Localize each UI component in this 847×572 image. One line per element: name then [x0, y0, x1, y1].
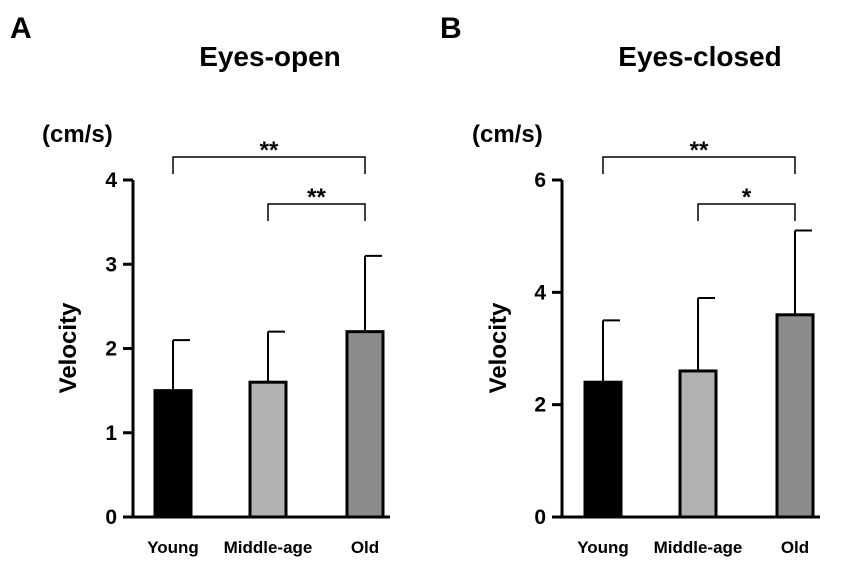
category-label: Young — [577, 538, 629, 557]
significance-label: ** — [690, 137, 709, 164]
y-tick-label: 2 — [534, 394, 546, 417]
significance-label: ** — [307, 184, 326, 211]
bar-middle-age — [678, 369, 718, 519]
category-label: Middle-age — [654, 538, 743, 557]
y-axis-label: Velocity — [485, 302, 512, 393]
y-tick-label: 1 — [105, 422, 117, 445]
panel-letter: A — [10, 12, 32, 45]
significance-label: ** — [260, 137, 279, 164]
y-axis-label: Velocity — [55, 302, 82, 393]
significance-bracket — [697, 203, 796, 221]
bar-old — [345, 330, 385, 519]
chart-title: Eyes-open — [199, 41, 341, 72]
y-tick-label: 0 — [105, 506, 117, 529]
significance-label: * — [742, 184, 752, 211]
bar-old — [775, 313, 815, 519]
y-tick-label: 0 — [534, 506, 546, 529]
bar-middle-age — [248, 380, 288, 519]
y-tick-label: 4 — [534, 281, 546, 304]
category-label: Young — [147, 538, 199, 557]
bar-young — [153, 389, 193, 519]
y-unit-label: (cm/s) — [42, 121, 113, 148]
category-label: Old — [351, 538, 379, 557]
y-tick-label: 2 — [105, 338, 117, 361]
category-label: Old — [781, 538, 809, 557]
significance-bracket — [172, 156, 366, 174]
chart-title: Eyes-closed — [618, 41, 781, 72]
significance-bracket — [267, 203, 366, 221]
bar-young — [583, 380, 623, 519]
significance-bracket — [602, 156, 796, 174]
y-tick-label: 3 — [105, 253, 117, 276]
y-unit-label: (cm/s) — [472, 121, 543, 148]
category-label: Middle-age — [224, 538, 313, 557]
y-tick-label: 4 — [105, 169, 117, 192]
panel-letter: B — [440, 12, 462, 45]
y-tick-label: 6 — [534, 169, 546, 192]
